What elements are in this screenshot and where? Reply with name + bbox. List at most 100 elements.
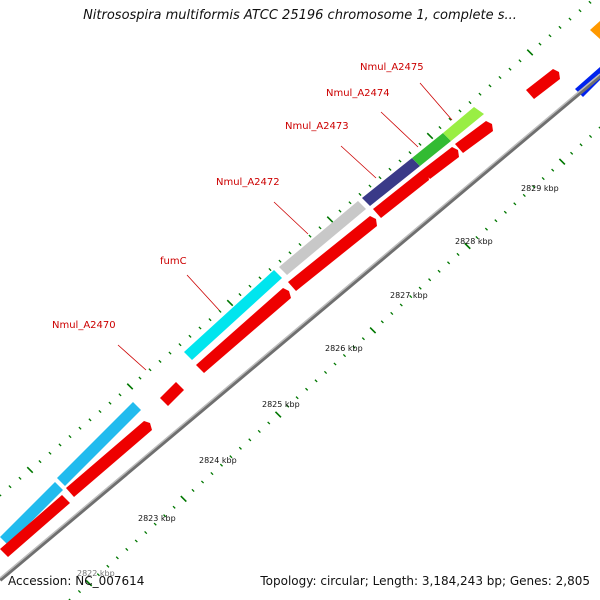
tick-label-2826: 2826 kbp — [325, 344, 363, 353]
minor-tick — [0, 494, 2, 497]
minor-tick — [598, 126, 600, 129]
inner-tick-row — [68, 126, 600, 600]
cds-2[interactable] — [66, 421, 152, 497]
gene-label-Nmul_A2474[interactable]: Nmul_A2474 — [326, 88, 390, 99]
major-tick — [526, 49, 534, 56]
minor-tick — [172, 505, 176, 509]
minor-tick — [200, 480, 205, 484]
gene-fumC[interactable] — [184, 270, 282, 360]
minor-tick — [88, 418, 92, 422]
minor-tick — [409, 295, 413, 299]
minor-tick — [178, 343, 182, 347]
minor-tick — [458, 109, 462, 113]
tick-label-2822: 2822 kbp — [77, 569, 115, 578]
minor-tick — [513, 202, 517, 206]
minor-tick — [538, 42, 542, 46]
minor-tick — [48, 451, 52, 455]
cds-1[interactable] — [0, 495, 70, 557]
cds-6[interactable] — [373, 170, 429, 218]
minor-tick — [198, 326, 202, 330]
minor-tick — [380, 320, 384, 324]
major-tick — [464, 242, 471, 250]
gene-Nmul_A2474[interactable] — [412, 133, 451, 166]
gene-label-Nmul_A2470[interactable]: Nmul_A2470 — [52, 320, 116, 331]
minor-tick — [548, 34, 552, 38]
minor-tick — [153, 522, 157, 526]
minor-tick — [558, 25, 562, 29]
minor-tick — [115, 556, 119, 560]
minor-tick — [267, 421, 271, 425]
minor-tick — [399, 303, 403, 307]
minor-tick — [229, 455, 233, 459]
minor-tick — [98, 409, 102, 414]
cds-3[interactable] — [160, 382, 184, 406]
minor-tick — [518, 59, 522, 63]
minor-tick — [218, 309, 222, 313]
minor-tick — [305, 387, 309, 391]
cds-5[interactable] — [288, 216, 377, 291]
gene-label-fumC[interactable]: fumC — [160, 256, 187, 267]
minor-tick — [58, 443, 62, 447]
minor-tick — [78, 426, 82, 430]
tick-label-2824: 2824 kbp — [199, 456, 237, 465]
minor-tick — [108, 401, 112, 405]
minor-tick — [148, 368, 152, 372]
gene-Nmul_A2473[interactable] — [362, 158, 420, 206]
minor-tick — [447, 261, 451, 265]
minor-tick — [437, 269, 441, 273]
minor-tick — [286, 404, 290, 408]
minor-tick — [484, 227, 488, 231]
minor-tick — [168, 351, 172, 355]
minor-tick — [258, 276, 262, 280]
gene-Nmul_A2472[interactable] — [279, 201, 366, 275]
minor-tick — [361, 337, 365, 341]
minor-tick — [248, 438, 252, 442]
major-tick — [274, 411, 282, 418]
accession-label: Accession: NC_007614 — [8, 574, 145, 588]
minor-tick — [308, 234, 312, 238]
minor-tick — [96, 573, 100, 577]
minor-tick — [438, 126, 442, 130]
minor-tick — [208, 318, 212, 322]
minor-tick — [238, 293, 242, 297]
gene-Nmul_A2475[interactable] — [443, 107, 484, 141]
minor-tick — [428, 278, 432, 282]
major-tick — [85, 579, 93, 587]
minor-tick — [352, 345, 356, 349]
minor-tick — [388, 167, 392, 171]
minor-tick — [278, 259, 282, 263]
gene-label-Nmul_A2473[interactable]: Nmul_A2473 — [285, 121, 349, 132]
minor-tick — [378, 176, 382, 180]
minor-tick — [68, 598, 71, 600]
minor-tick — [508, 67, 512, 71]
minor-tick — [257, 429, 261, 433]
minor-tick — [68, 434, 72, 439]
cds-7[interactable] — [422, 147, 459, 179]
major-tick — [226, 299, 234, 307]
cds-9[interactable] — [526, 69, 560, 99]
minor-tick — [368, 184, 372, 188]
cds-4[interactable] — [196, 288, 291, 373]
minor-tick — [342, 354, 347, 358]
minor-tick — [579, 143, 583, 147]
gene-sky-2[interactable] — [57, 402, 141, 486]
minor-tick — [333, 362, 337, 366]
minor-tick — [318, 226, 322, 230]
gene-sky-1[interactable] — [0, 482, 63, 545]
minor-tick — [478, 92, 482, 96]
minor-tick — [578, 9, 582, 13]
gene-label-Nmul_A2475[interactable]: Nmul_A2475 — [360, 62, 424, 73]
gene-label-Nmul_A2472[interactable]: Nmul_A2472 — [216, 177, 280, 188]
tick-label-2827: 2827 kbp — [390, 291, 428, 300]
cds-8[interactable] — [455, 121, 493, 153]
minor-tick — [522, 193, 526, 197]
minor-tick — [18, 476, 22, 480]
minor-tick — [588, 0, 592, 4]
minor-tick — [298, 242, 302, 247]
minor-tick — [191, 488, 195, 492]
minor-tick — [163, 514, 167, 518]
minor-tick — [390, 311, 394, 315]
gene-orange[interactable] — [590, 21, 600, 39]
minor-tick — [588, 134, 593, 138]
